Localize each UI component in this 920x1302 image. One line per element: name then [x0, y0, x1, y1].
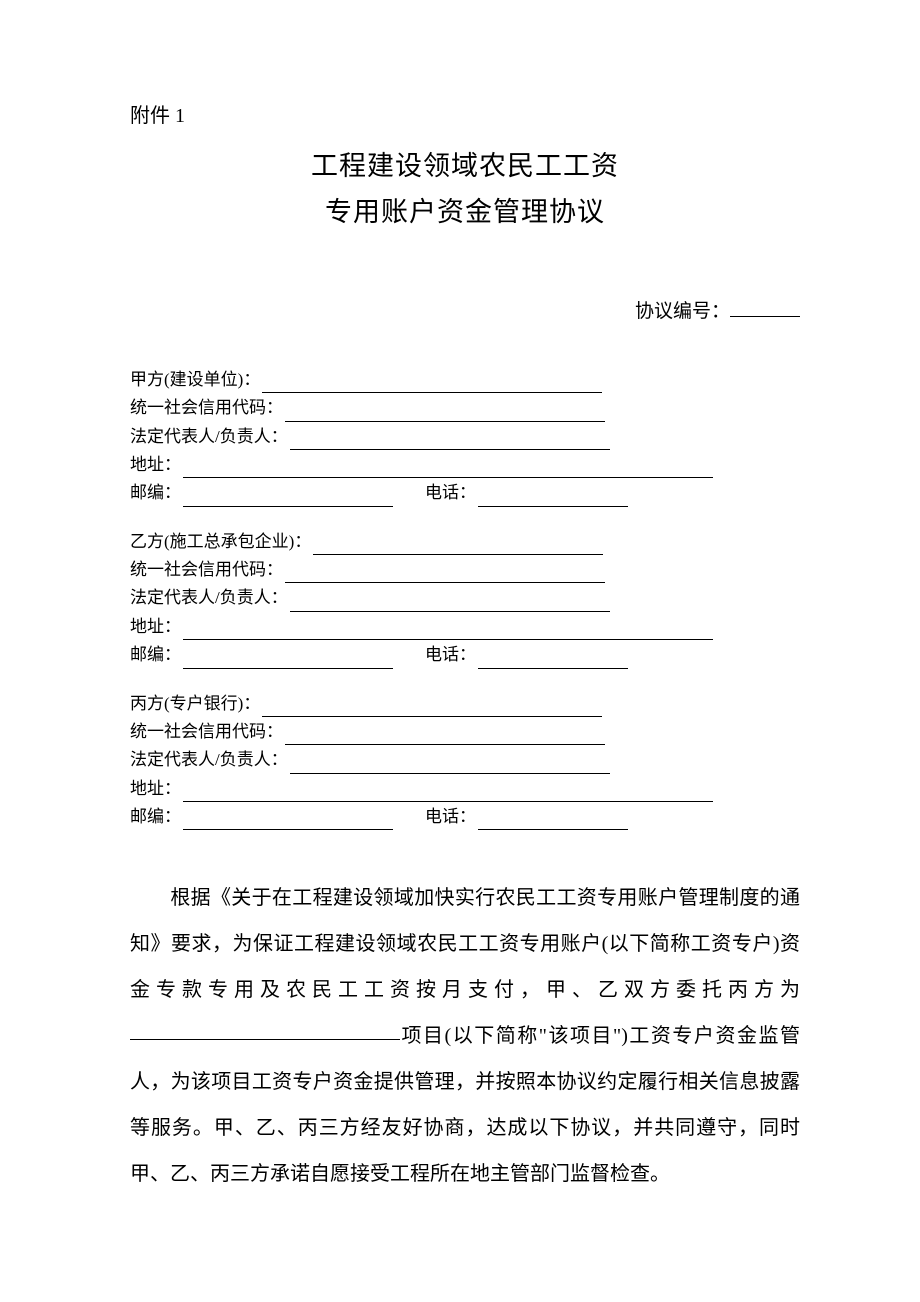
yi-postal-label: 邮编： [130, 642, 181, 668]
bing-name-field[interactable] [262, 700, 602, 717]
agreement-number-field[interactable] [730, 296, 800, 317]
jia-credit-label: 统一社会信用代码： [130, 395, 283, 421]
jia-postal-label: 邮编： [130, 480, 181, 506]
bing-address-field[interactable] [183, 785, 713, 802]
yi-legal-label: 法定代表人/负责人： [130, 585, 288, 611]
jia-header-label: 甲方(建设单位)： [130, 367, 260, 393]
yi-name-field[interactable] [313, 538, 603, 555]
bing-postal-field[interactable] [183, 813, 393, 830]
jia-name-field[interactable] [262, 376, 602, 393]
jia-legal-field[interactable] [290, 433, 610, 450]
bing-header-label: 丙方(专户银行)： [130, 691, 260, 717]
bing-phone-label: 电话： [425, 804, 476, 830]
bing-postal-label: 邮编： [130, 804, 181, 830]
body-seg2: 项目(以下简称"该项目")工资专户资金监管人，为该项目工资专户资金提供管理，并按… [130, 1025, 800, 1185]
attachment-label: 附件 1 [130, 100, 800, 132]
bing-address-label: 地址： [130, 776, 181, 802]
document-title: 工程建设领域农民工工资 专用账户资金管理协议 [130, 144, 800, 236]
jia-credit-field[interactable] [285, 405, 605, 422]
bing-legal-label: 法定代表人/负责人： [130, 747, 288, 773]
jia-legal-label: 法定代表人/负责人： [130, 424, 288, 450]
yi-phone-field[interactable] [478, 652, 628, 669]
jia-address-field[interactable] [183, 461, 713, 478]
agreement-number-row: 协议编号： [130, 296, 800, 327]
agreement-number-label: 协议编号： [635, 301, 730, 322]
yi-credit-field[interactable] [285, 566, 605, 583]
yi-phone-label: 电话： [425, 642, 476, 668]
jia-postal-field[interactable] [183, 490, 393, 507]
yi-address-field[interactable] [183, 623, 713, 640]
bing-credit-field[interactable] [285, 728, 605, 745]
yi-legal-field[interactable] [290, 595, 610, 612]
body-seg1: 根据《关于在工程建设领域加快实行农民工工资专用账户管理制度的通知》要求，为保证工… [130, 887, 800, 1001]
jia-address-label: 地址： [130, 452, 181, 478]
yi-header-label: 乙方(施工总承包企业)： [130, 529, 311, 555]
party-yi-block: 乙方(施工总承包企业)： 统一社会信用代码： 法定代表人/负责人： 地址： 邮编… [130, 529, 800, 669]
jia-phone-field[interactable] [478, 490, 628, 507]
bing-credit-label: 统一社会信用代码： [130, 719, 283, 745]
body-paragraph: 根据《关于在工程建设领域加快实行农民工工资专用账户管理制度的通知》要求，为保证工… [130, 875, 800, 1197]
title-line-2: 专用账户资金管理协议 [130, 190, 800, 236]
bing-phone-field[interactable] [478, 813, 628, 830]
party-bing-block: 丙方(专户银行)： 统一社会信用代码： 法定代表人/负责人： 地址： 邮编： 电… [130, 691, 800, 831]
project-name-field[interactable] [130, 1020, 400, 1040]
title-line-1: 工程建设领域农民工工资 [130, 144, 800, 190]
yi-credit-label: 统一社会信用代码： [130, 557, 283, 583]
jia-phone-label: 电话： [425, 480, 476, 506]
party-jia-block: 甲方(建设单位)： 统一社会信用代码： 法定代表人/负责人： 地址： 邮编： 电… [130, 367, 800, 507]
bing-legal-field[interactable] [290, 757, 610, 774]
yi-postal-field[interactable] [183, 652, 393, 669]
yi-address-label: 地址： [130, 614, 181, 640]
